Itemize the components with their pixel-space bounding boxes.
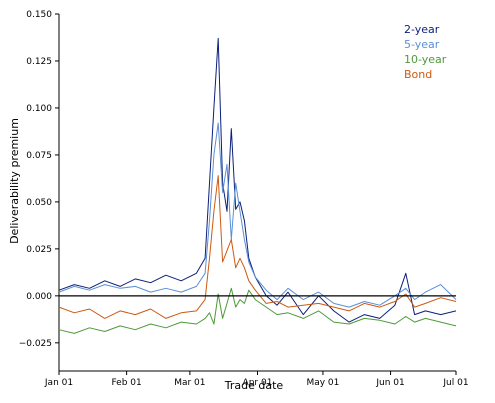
axes	[58, 14, 456, 372]
y-axis-label: Deliverability premium	[8, 118, 21, 244]
x-tick-label: Jan 01	[44, 378, 73, 388]
legend: 2-year 5-year 10-year Bond	[404, 23, 447, 81]
x-tick-label: May 01	[306, 378, 339, 388]
x-tick-label: Apr 01	[243, 378, 273, 388]
series-line-5-year	[58, 122, 457, 308]
y-tick-label: 0.075	[26, 151, 52, 161]
series-lines	[58, 37, 457, 334]
x-axis-label: Trade date	[224, 379, 284, 392]
tick-labels: −0.025 0.000 0.025 0.050 0.075 0.100 0.125 0.15…	[19, 10, 469, 388]
x-tick-label: Mar 01	[174, 378, 205, 388]
y-tick-label: 0.000	[26, 292, 52, 302]
series-line-bond	[58, 175, 457, 319]
series-line-2-year	[58, 37, 457, 323]
x-tick-label: Feb 01	[111, 378, 141, 388]
x-tick-label: Jul 01	[442, 378, 468, 388]
series-line-10-year	[58, 287, 457, 334]
y-tick-label: 0.150	[26, 10, 52, 20]
legend-label-5-year: 5-year	[404, 38, 440, 51]
x-tick-label: Jun 01	[375, 378, 404, 388]
y-tick-label: 0.125	[26, 57, 52, 67]
legend-label-2-year: 2-year	[404, 23, 440, 36]
y-tick-label: 0.100	[26, 104, 52, 114]
y-tick-label: −0.025	[19, 339, 52, 349]
y-tick-label: 0.025	[26, 245, 52, 255]
y-tick-label: 0.050	[26, 198, 52, 208]
legend-label-10-year: 10-year	[404, 53, 447, 66]
legend-label-bond: Bond	[404, 68, 432, 81]
